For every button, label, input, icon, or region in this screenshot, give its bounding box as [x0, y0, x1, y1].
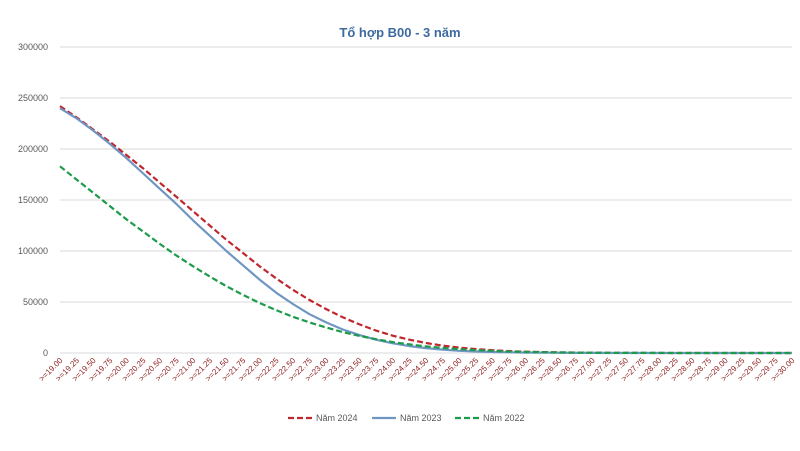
y-tick-label: 300000: [18, 42, 48, 52]
grid-lines: [60, 46, 792, 354]
x-axis-tick-labels: >=19.00>=19.25>=19.50>=19.75>=20.00>=20.…: [37, 356, 797, 384]
series-line-1: [59, 105, 792, 355]
y-tick-label: 250000: [18, 93, 48, 103]
y-tick-label: 100000: [18, 246, 48, 256]
legend-label: Năm 2022: [483, 413, 525, 423]
legend-label: Năm 2024: [316, 413, 358, 423]
chart-title: Tổ hợp B00 - 3 năm: [339, 25, 460, 40]
y-tick-label: 150000: [18, 195, 48, 205]
y-tick-label: 200000: [18, 144, 48, 154]
legend: Năm 2024 Năm 2023 Năm 2022: [288, 413, 525, 423]
series-line-3: [59, 165, 792, 355]
y-tick-label: 0: [43, 348, 48, 358]
series-lines: [59, 105, 792, 355]
legend-label: Năm 2023: [400, 413, 442, 423]
y-axis-tick-labels: 0 50000 100000 150000 200000 250000 300000: [18, 42, 48, 358]
y-tick-label: 50000: [23, 297, 48, 307]
series-line-2: [59, 107, 792, 355]
